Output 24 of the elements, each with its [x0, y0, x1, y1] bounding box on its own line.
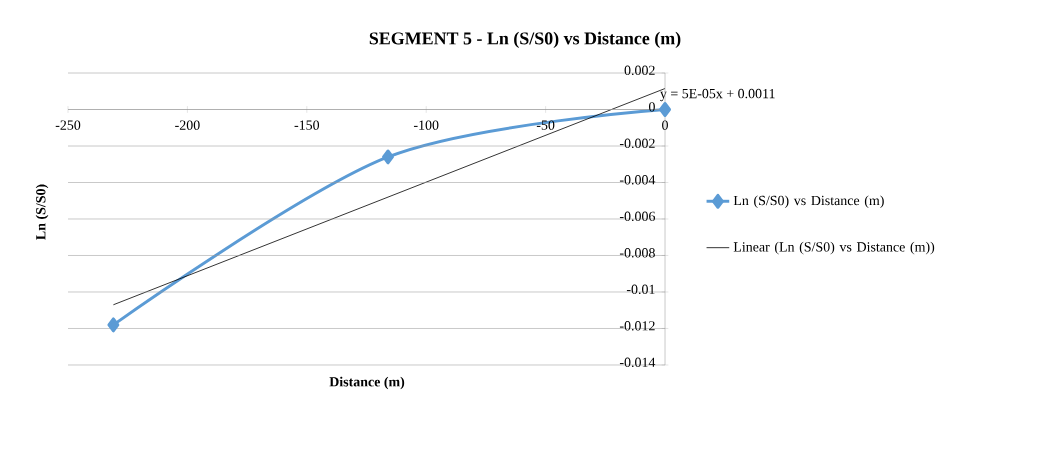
y-tick-label: -0.012 — [619, 321, 655, 331]
x-tick-label: -50 — [536, 120, 555, 130]
y-tick-label: -0.008 — [619, 248, 655, 258]
legend-label: Ln (S/S0) vs Distance (m) — [733, 195, 884, 209]
x-tick-label: -200 — [175, 120, 200, 130]
y-tick-label: 0.002 — [624, 65, 655, 76]
x-tick-label: 0 — [662, 120, 668, 130]
x-tick-label: -150 — [294, 120, 320, 130]
y-tick-label: -0.002 — [619, 138, 655, 149]
annotation: y = 5E-05x + 0.0011 — [660, 88, 775, 102]
y-axis-title: Ln (S/S0) — [35, 184, 49, 240]
point — [659, 102, 671, 117]
x-tick-label: -250 — [55, 120, 81, 130]
y-tick-label: 0 — [648, 102, 655, 112]
x-tick-label: -100 — [413, 120, 439, 130]
y-tick-label: -0.01 — [626, 284, 655, 295]
point — [382, 149, 394, 165]
y-tick-label: -0.006 — [619, 211, 656, 222]
x-axis-title: Distance (m) — [329, 376, 405, 390]
legend-label: Linear (Ln (S/S0) vs Distance (m)) — [733, 241, 935, 255]
y-tick-label: -0.014 — [619, 357, 656, 368]
chart-title: SEGMENT 5 - Ln (S/S0) vs Distance (m) — [369, 31, 681, 49]
y-tick-label: -0.004 — [619, 175, 656, 185]
point — [107, 317, 120, 333]
